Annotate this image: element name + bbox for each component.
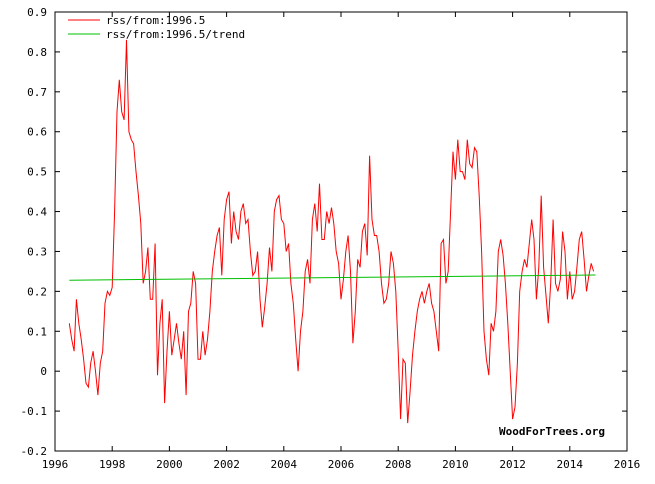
x-tick-label: 1998 xyxy=(99,458,126,471)
x-tick-label: 2010 xyxy=(442,458,469,471)
x-tick-label: 2002 xyxy=(213,458,240,471)
watermark: WoodForTrees.org xyxy=(499,425,605,438)
x-tick-label: 2004 xyxy=(271,458,298,471)
y-tick-label: 0.4 xyxy=(27,206,47,219)
x-tick-label: 2000 xyxy=(156,458,183,471)
y-tick-label: -0.2 xyxy=(21,445,48,458)
x-tick-label: 2008 xyxy=(385,458,412,471)
y-tick-label: 0.3 xyxy=(27,245,47,258)
y-tick-label: 0.7 xyxy=(27,86,47,99)
y-tick-label: 0.6 xyxy=(27,126,47,139)
y-tick-label: -0.1 xyxy=(21,405,48,418)
x-tick-label: 2016 xyxy=(614,458,641,471)
x-tick-label: 2006 xyxy=(328,458,355,471)
y-tick-label: 0.1 xyxy=(27,325,47,338)
x-tick-label: 2014 xyxy=(557,458,584,471)
y-tick-label: 0.8 xyxy=(27,46,47,59)
series-line-rss xyxy=(68,39,595,424)
legend-label: rss/from:1996.5 xyxy=(106,14,205,27)
y-tick-label: 0.9 xyxy=(27,6,47,19)
y-tick-label: 0 xyxy=(40,365,47,378)
x-tick-label: 1996 xyxy=(42,458,69,471)
y-tick-label: 0.2 xyxy=(27,285,47,298)
series-line-trend xyxy=(69,274,596,281)
legend-label: rss/from:1996.5/trend xyxy=(106,28,245,41)
y-tick-label: 0.5 xyxy=(27,166,47,179)
x-tick-label: 2012 xyxy=(499,458,526,471)
